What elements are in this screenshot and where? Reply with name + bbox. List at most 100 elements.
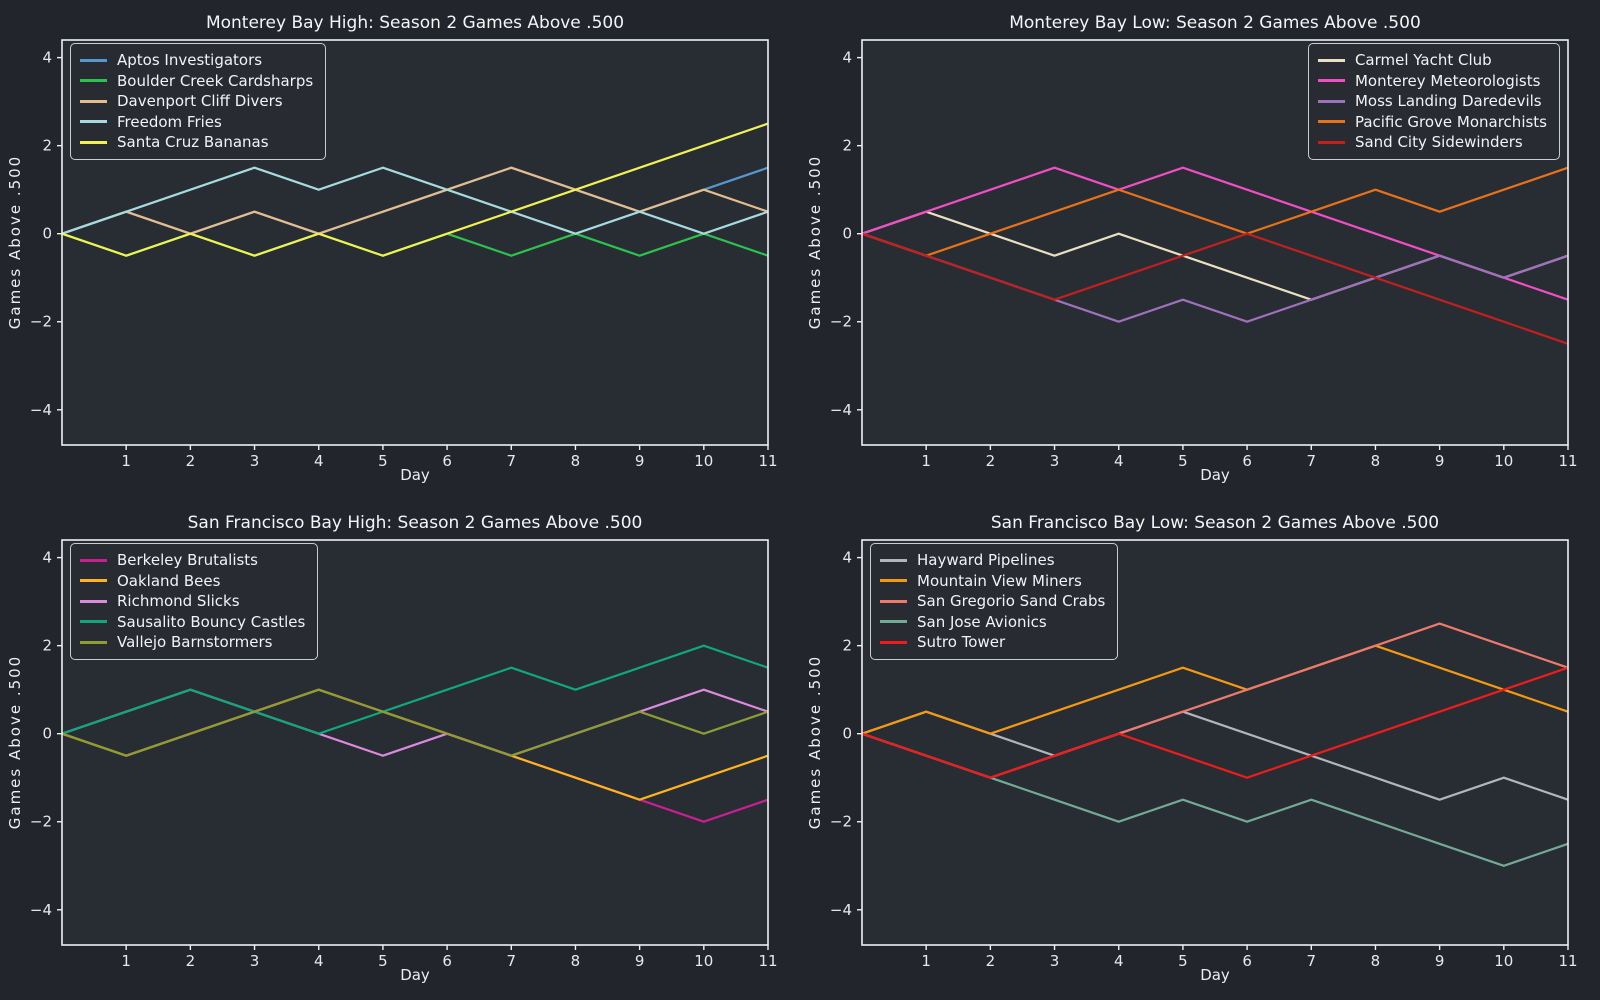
legend-item: Santa Cruz Bananas [80, 132, 313, 153]
legend: Carmel Yacht Club Monterey Meteorologists… [1307, 43, 1560, 160]
x-tick-label: 6 [442, 952, 452, 970]
series-line-sand-city-sidewinders [861, 232, 1569, 345]
y-axis-label: Games Above .500 [6, 654, 24, 830]
y-tick-label: 2 [42, 137, 52, 155]
legend-label: San Gregorio Sand Crabs [917, 592, 1106, 611]
legend-label: Monterey Meteorologists [1354, 71, 1541, 90]
legend-label: Sutro Tower [917, 633, 1006, 652]
x-tick-label: 6 [1242, 452, 1252, 470]
x-tick-label: 8 [1371, 452, 1381, 470]
x-tick-label: 2 [986, 952, 996, 970]
legend-item: Vallejo Barnstormers [80, 632, 305, 653]
legend-swatch-vallejo-barnstormers [80, 640, 107, 644]
x-tick-label: 4 [314, 452, 324, 470]
x-tick-label: 8 [571, 452, 581, 470]
legend-swatch-oakland-bees [80, 579, 107, 583]
y-axis-label: Games Above .500 [6, 154, 24, 330]
legend-label: Boulder Creek Cardsharps [117, 71, 314, 90]
x-tick-label: 1 [121, 952, 131, 970]
legend-label: Mountain View Miners [917, 571, 1082, 590]
legend-swatch-monterey-meteorologists [1317, 79, 1345, 83]
chart-title: San Francisco Bay High: Season 2 Games A… [187, 513, 643, 533]
legend-label: Richmond Slicks [117, 592, 240, 611]
x-tick-label: 4 [1114, 952, 1124, 970]
legend-swatch-freedom-fries [80, 120, 107, 124]
x-tick-label: 9 [635, 452, 645, 470]
y-tick-label: −4 [30, 401, 52, 419]
legend-item: San Jose Avionics [880, 612, 1105, 633]
legend-label: Pacific Grove Monarchists [1354, 112, 1547, 131]
x-axis-label: Day [400, 966, 430, 984]
legend-item: Sutro Tower [880, 632, 1105, 653]
legend-item: Berkeley Brutalists [80, 550, 305, 571]
x-tick-label: 8 [571, 952, 581, 970]
y-tick-label: −4 [830, 401, 852, 419]
axes-spines [61, 39, 769, 446]
legend-swatch-moss-landing-daredevils [1317, 99, 1345, 103]
y-tick-label: −2 [30, 813, 52, 831]
x-tick-label: 10 [694, 952, 713, 970]
x-axis-label: Day [1200, 466, 1230, 484]
legend-swatch-sand-city-sidewinders [1317, 140, 1345, 144]
x-tick-label: 7 [1306, 952, 1316, 970]
legend-swatch-richmond-slicks [80, 599, 107, 603]
y-tick-label: 4 [842, 549, 852, 567]
subplot-san-francisco-bay-low: −4 −2 0 2 4 1 2 3 4 5 6 7 8 9 10 11 San Francisco Bay L… [800, 500, 1600, 1000]
x-axis-label: Day [400, 466, 430, 484]
series-line-pacific-grove-monarchists [861, 166, 1569, 257]
legend-label: Oakland Bees [117, 571, 221, 590]
series-line-freedom-fries [61, 166, 769, 235]
legend-item: Sausalito Bouncy Castles [80, 612, 305, 633]
chart-title: Monterey Bay Low: Season 2 Games Above .… [1009, 13, 1421, 33]
y-tick-label: 4 [42, 549, 52, 567]
legend-item: San Gregorio Sand Crabs [880, 591, 1105, 612]
legend-swatch-aptos-investigators [80, 58, 107, 62]
y-tick-label: 0 [42, 225, 52, 243]
legend-label: Freedom Fries [117, 112, 222, 131]
series-line-vallejo-barnstormers [61, 688, 769, 757]
legend-swatch-sausalito-bouncy-castles [80, 620, 107, 624]
legend-label: Aptos Investigators [117, 51, 263, 70]
legend-item: Hayward Pipelines [880, 550, 1105, 571]
legend-item: Aptos Investigators [80, 50, 313, 71]
y-tick-label: 0 [42, 725, 52, 743]
x-tick-label: 11 [758, 952, 777, 970]
x-tick-label: 6 [1242, 952, 1252, 970]
y-tick-label: −2 [830, 313, 852, 331]
x-tick-label: 9 [635, 952, 645, 970]
legend-item: Sand City Sidewinders [1317, 132, 1547, 153]
y-tick-label: 4 [842, 49, 852, 67]
legend-item: Davenport Cliff Divers [80, 91, 313, 112]
legend-label: Berkeley Brutalists [117, 551, 258, 570]
axes-spines [61, 539, 769, 946]
legend-swatch-boulder-creek-cardsharps [80, 79, 107, 83]
axes-spines [861, 539, 1569, 946]
legend-item: Oakland Bees [80, 571, 305, 592]
legend-item: Pacific Grove Monarchists [1317, 112, 1547, 133]
legend-item: Mountain View Miners [880, 571, 1105, 592]
legend-swatch-berkeley-brutalists [80, 558, 107, 562]
x-tick-label: 9 [1435, 952, 1445, 970]
x-tick-label: 4 [314, 952, 324, 970]
x-tick-label: 8 [1371, 952, 1381, 970]
y-tick-label: −2 [30, 313, 52, 331]
x-tick-label: 5 [378, 452, 388, 470]
legend-label: Hayward Pipelines [917, 551, 1055, 570]
legend-swatch-pacific-grove-monarchists [1317, 120, 1345, 124]
legend-label: Carmel Yacht Club [1354, 51, 1492, 70]
legend-swatch-san-gregorio-sand-crabs [880, 599, 907, 603]
subplot-monterey-bay-low: −4 −2 0 2 4 1 2 3 4 5 6 7 8 9 10 11 Monterey Bay Low: S… [800, 0, 1600, 500]
legend-swatch-carmel-yacht-club [1317, 58, 1345, 62]
legend-label: Sand City Sidewinders [1354, 133, 1523, 152]
x-tick-label: 5 [1178, 952, 1188, 970]
legend-item: Carmel Yacht Club [1317, 50, 1547, 71]
legend-swatch-sutro-tower [880, 640, 907, 644]
legend-label: Sausalito Bouncy Castles [117, 612, 306, 631]
x-tick-label: 1 [121, 452, 131, 470]
x-tick-label: 7 [1306, 452, 1316, 470]
y-tick-label: 2 [842, 137, 852, 155]
y-tick-label: 0 [842, 725, 852, 743]
x-tick-label: 11 [1558, 952, 1577, 970]
legend-label: Santa Cruz Bananas [117, 133, 269, 152]
